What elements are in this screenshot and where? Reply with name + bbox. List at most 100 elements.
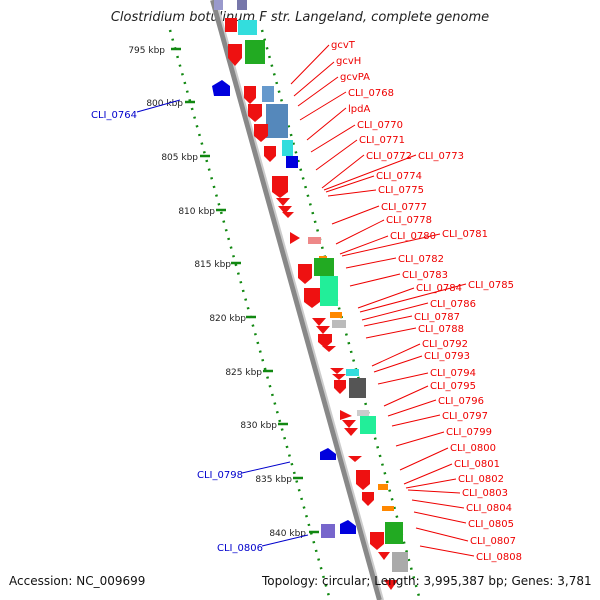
gene-arrow [248, 104, 262, 122]
gene-label[interactable]: CLI_0768 [348, 88, 394, 99]
gene-label[interactable]: CLI_0780 [390, 231, 436, 242]
gene-label[interactable]: CLI_0786 [430, 299, 476, 310]
gene-label[interactable]: CLI_0772 [366, 151, 412, 162]
right-leader-lines [290, 44, 475, 557]
gene-arrow [276, 198, 290, 206]
gene-label[interactable]: lpdA [348, 104, 370, 115]
kbp-tick-label: 835 kbp [255, 475, 292, 485]
leader-line [241, 461, 291, 474]
feature-block [330, 312, 342, 318]
gene-label[interactable]: gcvT [331, 40, 356, 51]
leader-line [327, 189, 377, 197]
gene-label[interactable]: CLI_0785 [468, 280, 514, 291]
leader-line [345, 257, 397, 269]
leader-line [136, 99, 181, 113]
leader-line [293, 61, 335, 97]
gene-label[interactable]: CLI_0804 [466, 503, 512, 514]
kbp-tick-label: 815 kbp [194, 260, 231, 270]
kbp-tick-label: 805 kbp [161, 153, 198, 163]
gene-label[interactable]: CLI_0777 [381, 202, 427, 213]
feature-block [214, 0, 223, 10]
leader-line [325, 175, 375, 193]
gene-arrow [348, 456, 362, 462]
kbp-tick-label: 795 kbp [128, 46, 165, 56]
feature-block [357, 410, 369, 416]
gene-label[interactable]: CLI_0799 [446, 427, 492, 438]
gene-label[interactable]: CLI_0808 [476, 552, 522, 563]
gene-label[interactable]: CLI_0781 [442, 229, 488, 240]
gene-label[interactable]: CLI_0774 [376, 171, 422, 182]
gene-arrow [318, 334, 332, 348]
leader-line [323, 154, 417, 191]
gene-arrow [334, 380, 346, 394]
left-gene-labels: CLI_0764 CLI_0798 CLI_0806 [91, 99, 309, 554]
gene-label[interactable]: CLI_0773 [418, 151, 464, 162]
gene-arrow [330, 368, 344, 374]
leader-line [387, 399, 437, 417]
feature-block [392, 552, 408, 572]
gene-label[interactable]: CLI_0801 [454, 459, 500, 470]
feature-block [308, 237, 321, 244]
gene-arrow [322, 346, 336, 352]
gene-label[interactable]: CLI_0771 [359, 135, 405, 146]
feature-block [282, 140, 293, 156]
leader-line [377, 372, 429, 385]
gene-label[interactable]: CLI_0784 [416, 283, 462, 294]
leader-line [391, 414, 441, 427]
gene-arrow [362, 492, 374, 506]
gene-arrow [340, 520, 356, 534]
leader-line [297, 76, 339, 107]
leader-line [335, 219, 385, 245]
gene-arrow [316, 326, 330, 334]
leader-line [371, 343, 421, 367]
gene-label[interactable]: CLI_0794 [430, 368, 476, 379]
feature-block [360, 416, 376, 434]
gene-label[interactable]: CLI_0770 [357, 120, 403, 131]
gene-label[interactable]: CLI_0796 [438, 396, 484, 407]
gene-label[interactable]: gcvPA [340, 72, 370, 83]
feature-block [332, 320, 346, 328]
gene-label[interactable]: CLI_0787 [414, 312, 460, 323]
gene-label[interactable]: CLI_0764 [91, 110, 137, 121]
gene-arrow [272, 176, 288, 198]
gene-label[interactable]: CLI_0793 [424, 351, 470, 362]
gene-label[interactable]: CLI_0798 [197, 470, 243, 481]
gene-arrow [320, 448, 336, 460]
leader-line [331, 205, 380, 225]
gene-arrow [298, 264, 312, 284]
feature-block [378, 484, 388, 490]
leader-line [373, 355, 423, 373]
gene-label[interactable]: CLI_0797 [442, 411, 488, 422]
gene-label[interactable]: CLI_0792 [422, 339, 468, 350]
gene-label[interactable]: CLI_0788 [418, 324, 464, 335]
gene-arrow [282, 212, 294, 218]
gene-label[interactable]: CLI_0783 [402, 270, 448, 281]
leader-line [365, 327, 417, 339]
gene-label[interactable]: CLI_0803 [462, 488, 508, 499]
gene-label[interactable]: CLI_0800 [450, 443, 496, 454]
feature-block [245, 40, 265, 64]
genome-backbone-highlight [215, 0, 384, 600]
gene-label[interactable]: CLI_0782 [398, 254, 444, 265]
right-gene-labels: gcvT gcvH gcvPA CLI_0768 lpdA CLI_0770 C… [331, 40, 522, 563]
gene-label[interactable]: gcvH [336, 56, 361, 67]
leader-line [361, 302, 429, 321]
gene-label[interactable]: CLI_0806 [217, 543, 263, 554]
gene-label[interactable]: CLI_0778 [386, 215, 432, 226]
gene-arrow [212, 80, 230, 96]
gene-label[interactable]: CLI_0805 [468, 519, 514, 530]
gene-arrow [304, 288, 320, 308]
gene-label[interactable]: CLI_0807 [470, 536, 516, 547]
genome-backbone [210, 0, 383, 600]
genome-summary-text: Topology: circular; Length: 3,995,387 bp… [262, 574, 592, 588]
gene-label[interactable]: CLI_0802 [458, 474, 504, 485]
map-title: Clostridium botulinum F str. Langeland, … [110, 10, 490, 25]
leader-line [419, 545, 475, 557]
gene-arrow [225, 18, 237, 32]
leader-line [413, 511, 467, 524]
gene-label[interactable]: CLI_0795 [430, 381, 476, 392]
gene-label[interactable]: CLI_0775 [378, 185, 424, 196]
feature-block [320, 276, 338, 306]
accession-text: Accession: NC_009699 [9, 574, 146, 588]
